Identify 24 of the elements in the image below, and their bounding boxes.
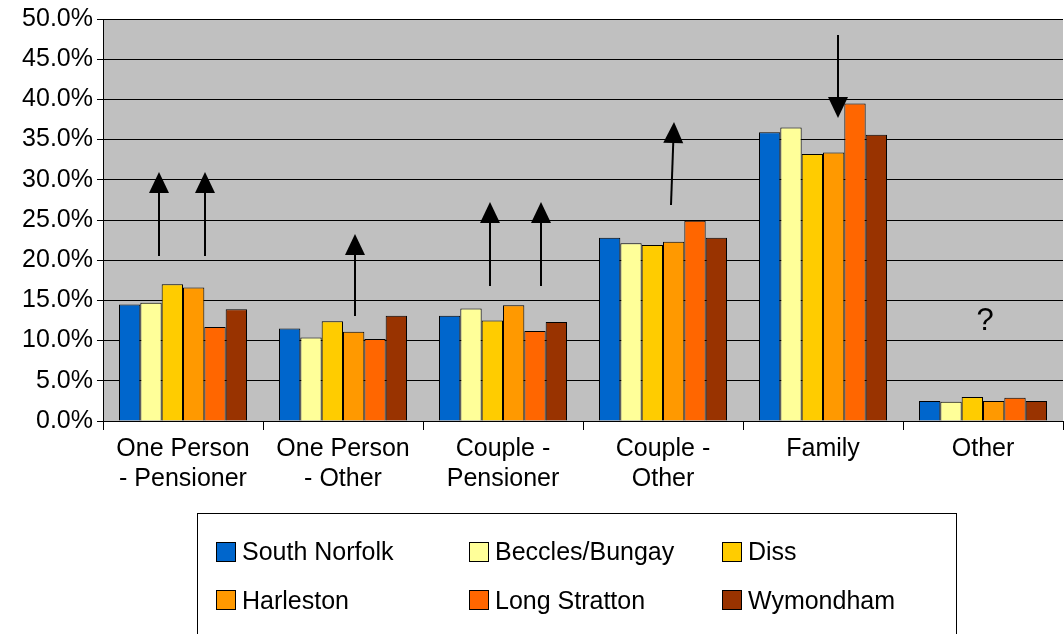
x-tick-label: Family xyxy=(786,432,861,461)
y-tick-label: 40.0% xyxy=(22,83,93,112)
y-tick-label: 20.0% xyxy=(22,244,93,273)
x-tick-label: One Person - Pensioner xyxy=(116,432,250,491)
y-tick-label: 45.0% xyxy=(22,43,93,72)
legend-label: Harleston xyxy=(242,585,349,615)
annotation: ? xyxy=(975,302,995,338)
y-tick-label: 35.0% xyxy=(22,123,93,152)
y-tick-label: 25.0% xyxy=(22,203,93,232)
x-tick-label: Other xyxy=(951,432,1015,461)
x-tick-label: Couple - Pensioner xyxy=(446,432,560,491)
legend-label: Long Stratton xyxy=(495,585,646,615)
y-tick-label: 10.0% xyxy=(22,324,93,353)
legend-label: Wymondham xyxy=(748,585,896,615)
y-tick-label: 5.0% xyxy=(36,364,93,393)
legend-label: Diss xyxy=(748,537,797,567)
legend-label: Beccles/Bungay xyxy=(495,537,675,567)
legend-label: South Norfolk xyxy=(242,537,394,567)
y-tick-label: 50.0% xyxy=(22,2,93,31)
x-tick-label: One Person - Other xyxy=(276,432,410,491)
y-tick-label: 15.0% xyxy=(22,284,93,313)
y-tick-label: 0.0% xyxy=(36,404,93,433)
y-tick-label: 30.0% xyxy=(22,163,93,192)
x-tick-label: Couple - Other xyxy=(615,432,711,491)
